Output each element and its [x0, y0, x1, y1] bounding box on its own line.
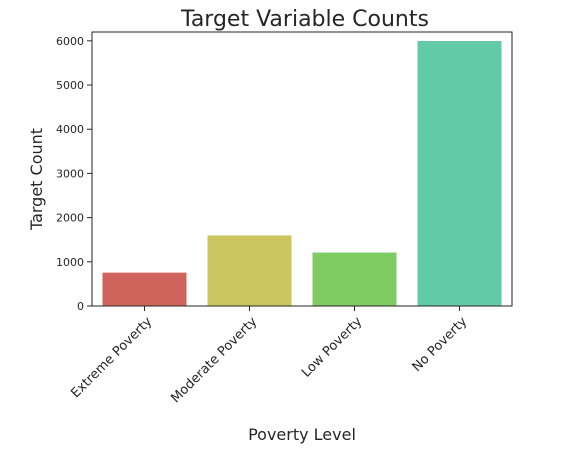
bar-low-poverty: [312, 252, 397, 306]
y-tick-label: 3000: [56, 167, 84, 180]
y-tick-label: 2000: [56, 212, 84, 225]
y-tick-label: 4000: [56, 123, 84, 136]
bar-no-poverty: [417, 41, 502, 307]
chart-title: Target Variable Counts: [180, 7, 429, 32]
y-axis-ticks: 0 1000 2000 3000 4000 5000 6000: [56, 35, 92, 313]
y-tick-label: 5000: [56, 79, 84, 92]
plot-frame: [91, 31, 513, 307]
y-tick-label: 1000: [56, 256, 84, 269]
x-tick-label: Moderate Poverty: [168, 314, 260, 406]
x-tick-label: No Poverty: [410, 314, 471, 375]
x-tick-label: Extreme Poverty: [68, 314, 155, 401]
y-axis-label: Target Count: [27, 128, 46, 231]
bar-extreme-poverty: [102, 272, 187, 306]
bars: [102, 41, 502, 307]
x-axis-ticks: Extreme Poverty Moderate Poverty Low Pover…: [68, 306, 471, 406]
y-tick-label: 0: [77, 300, 84, 313]
x-tick-label: Low Poverty: [299, 314, 366, 381]
bar-moderate-poverty: [207, 235, 292, 306]
y-tick-label: 6000: [56, 35, 84, 48]
x-axis-label: Poverty Level: [248, 425, 356, 444]
